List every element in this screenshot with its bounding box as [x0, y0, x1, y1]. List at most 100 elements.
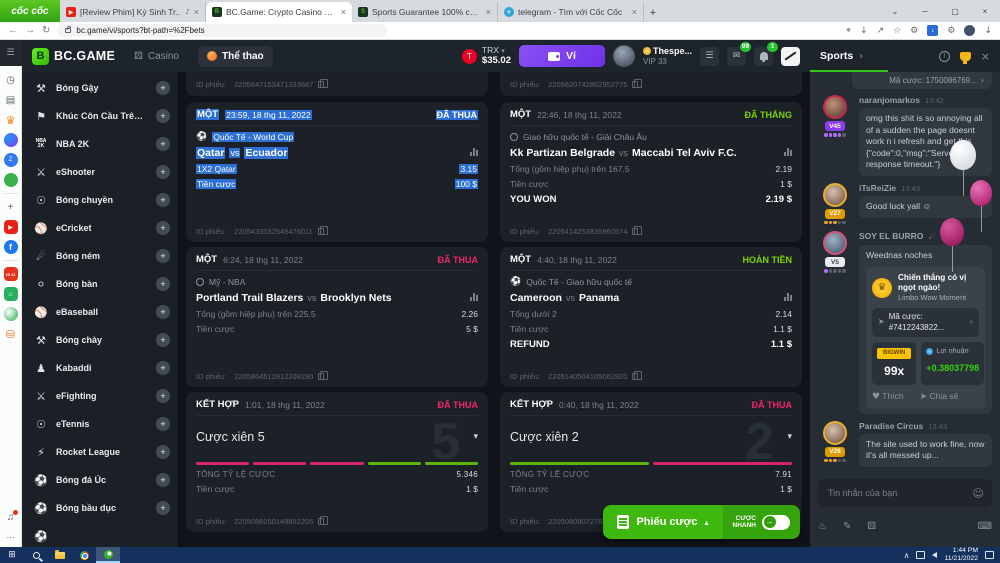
forward-button[interactable]: → [25, 25, 35, 36]
add-favorite-button[interactable] [156, 305, 170, 319]
zalo-icon[interactable]: Z [3, 153, 18, 167]
avatar[interactable] [823, 231, 847, 256]
lock-icon[interactable] [65, 26, 72, 33]
expand-caret-icon[interactable]: ▾ [473, 432, 478, 442]
coccoc-menu-button[interactable]: cốc cốc [0, 0, 60, 22]
sale-icon[interactable]: 25.11 [3, 267, 18, 281]
betslip-button[interactable]: Phiếu cược ▴ CƯỢC NHANH [603, 505, 800, 539]
copy-icon[interactable] [318, 78, 329, 88]
bet-card[interactable]: MỘT 4:40, 18 thg 11, 2022 HOÀN TIỀN ⚽ Quố… [500, 247, 802, 387]
tray-expand-icon[interactable]: ∧ [903, 550, 910, 560]
username[interactable]: SOY EL BURRO [859, 231, 924, 242]
chrome-button[interactable] [72, 547, 96, 563]
avatar[interactable] [823, 95, 847, 119]
coccoc-button[interactable] [96, 547, 120, 563]
send-to-device-icon[interactable]: ↓ [860, 25, 868, 36]
copy-icon[interactable] [632, 78, 643, 88]
copy-icon[interactable] [318, 516, 329, 525]
pen-icon[interactable]: ✎ [842, 520, 852, 532]
minimize-button[interactable]: ─ [922, 6, 928, 16]
more-icon[interactable]: ⋯ [6, 532, 15, 542]
vip-progress-icon[interactable]: ☰ [700, 46, 719, 66]
file-explorer-button[interactable] [48, 547, 72, 563]
chevron-right-icon[interactable]: › [859, 50, 864, 62]
user-info[interactable]: Thespe... VIP 33 [642, 46, 692, 66]
stats-icon[interactable] [470, 293, 478, 301]
dice-icon[interactable]: ⚄ [867, 520, 877, 532]
add-favorite-button[interactable] [156, 277, 170, 291]
copy-icon[interactable] [632, 226, 643, 235]
search-button[interactable] [24, 547, 48, 563]
wallet-button[interactable]: Ví [518, 45, 605, 67]
sidebar-item-ice-hockey[interactable]: ⚑Khúc Côn Cầu Trên Băng [22, 102, 178, 130]
bcgame-logo[interactable]: B BC.GAME [32, 47, 115, 65]
sidebar-item-kabaddi[interactable]: ♟ Kabaddi [22, 354, 178, 382]
messenger-icon[interactable] [3, 133, 18, 147]
sidebar-item-handball[interactable]: ☄ Bóng ném [22, 242, 178, 270]
games-icon[interactable] [3, 173, 18, 187]
screenshot-icon[interactable]: ⌖ [846, 25, 852, 36]
trophy-icon[interactable] [959, 51, 971, 64]
avatar[interactable] [823, 420, 847, 445]
copy-icon[interactable] [632, 371, 643, 380]
reload-button[interactable]: ↻ [42, 25, 51, 36]
bet-code-pill[interactable]: ➤ Mã cược: #7412243822... › [872, 307, 979, 338]
bet-code-link[interactable]: Mã cược: 1750086769... › [852, 72, 992, 89]
copy-icon[interactable] [318, 371, 329, 380]
add-favorite-button[interactable] [156, 361, 170, 375]
bet-card-partial[interactable]: ID phiếu: 2205647153471333687 [186, 72, 488, 96]
message-input[interactable] [826, 487, 973, 499]
extension-icon[interactable]: ⚙ [947, 25, 956, 36]
maximize-button[interactable]: ▢ [951, 6, 959, 16]
rewards-crown-icon[interactable]: ♛ [5, 113, 16, 127]
sidebar-item-ecricket[interactable]: ⚾ eCricket [22, 214, 178, 242]
add-favorite-button[interactable] [156, 165, 170, 179]
browser-tab[interactable]: ✈ telegram - Tìm với Cốc Cốc × [498, 2, 644, 22]
notification-center-icon[interactable] [985, 551, 994, 559]
sidebar-item-partial[interactable]: ⚽ [22, 522, 178, 547]
sidebar-toggle-icon[interactable]: ☰ [0, 40, 22, 66]
stats-icon[interactable] [784, 293, 792, 301]
tab-audio-icon[interactable]: ♪ [185, 8, 190, 16]
hot-icon[interactable]: ♨ [818, 520, 827, 532]
sidebar-item-ebaseball[interactable]: ⚾ eBaseball [22, 298, 178, 326]
add-favorite-button[interactable] [156, 137, 170, 151]
add-favorite-button[interactable] [156, 389, 170, 403]
add-favorite-button[interactable] [156, 501, 170, 515]
bookmark-star-icon[interactable]: ☆ [893, 25, 902, 36]
mail-icon[interactable]: ✉ 99 [727, 41, 751, 66]
add-favorite-button[interactable] [156, 445, 170, 459]
toggle-switch[interactable] [762, 514, 790, 530]
parlay-card[interactable]: KẾT HỢP 1:01, 18 thg 11, 2022 ĐÃ THUA Cư… [186, 392, 488, 532]
add-favorite-button[interactable] [156, 333, 170, 347]
bell-icon[interactable]: 1 [754, 41, 778, 66]
sidebar-item-nba2k[interactable]: NBA 2K NBA 2K [22, 130, 178, 158]
sidebar-item-rocket-league[interactable]: ⚡ Rocket League [22, 438, 178, 466]
bet-card-partial[interactable]: ID phiếu: 2205620742862952775 [500, 72, 802, 96]
sidebar-item-rugby[interactable]: ⚽ Bóng bầu dục [22, 494, 178, 522]
chat-toggle-icon[interactable] [781, 46, 800, 66]
bet-card[interactable]: MỘT 22:46, 18 thg 11, 2022 ĐÃ THẮNG Giao… [500, 102, 802, 242]
bet-card[interactable]: MỘT 6:24, 18 thg 11, 2022 ĐÃ THUA Mỹ - N… [186, 247, 488, 387]
sidebar-item-volleyball[interactable]: ☉ Bóng chuyền [22, 186, 178, 214]
emoji-icon[interactable]: ☺ [972, 486, 984, 500]
close-chat-icon[interactable]: × [980, 49, 990, 63]
username[interactable]: naranjomarkos [859, 95, 920, 105]
tab-close-icon[interactable]: × [340, 7, 346, 17]
bet-card-selected[interactable]: MỘT 23:59, 18 thg 11, 2022 ĐÃ THUA ⚽ Quốc… [186, 102, 488, 242]
chat-input[interactable]: ☺ [818, 479, 992, 507]
currency-selector[interactable]: T TRX ▾ $35.02 [461, 45, 511, 66]
add-favorite-button[interactable] [156, 417, 170, 431]
stats-icon[interactable] [784, 148, 792, 156]
share-icon[interactable]: ↗ [876, 25, 885, 36]
add-favorite-button[interactable] [156, 249, 170, 263]
start-button[interactable]: ⊞ [8, 550, 16, 560]
sidebar-item-eshooter[interactable]: ⚔ eShooter [22, 158, 178, 186]
cart-icon[interactable]: ⛁ [5, 327, 16, 341]
download-manager-icon[interactable]: ↓ [927, 25, 939, 36]
sidebar-item-efighting[interactable]: ⚔ eFighting [22, 382, 178, 410]
username[interactable]: Paradise Circus [859, 420, 924, 431]
adblock-icon[interactable]: ⚙ [910, 25, 919, 36]
url-field[interactable]: bc.game/vi/sports?bt-path=%2Fbets [57, 24, 388, 37]
add-favorite-button[interactable] [156, 193, 170, 207]
